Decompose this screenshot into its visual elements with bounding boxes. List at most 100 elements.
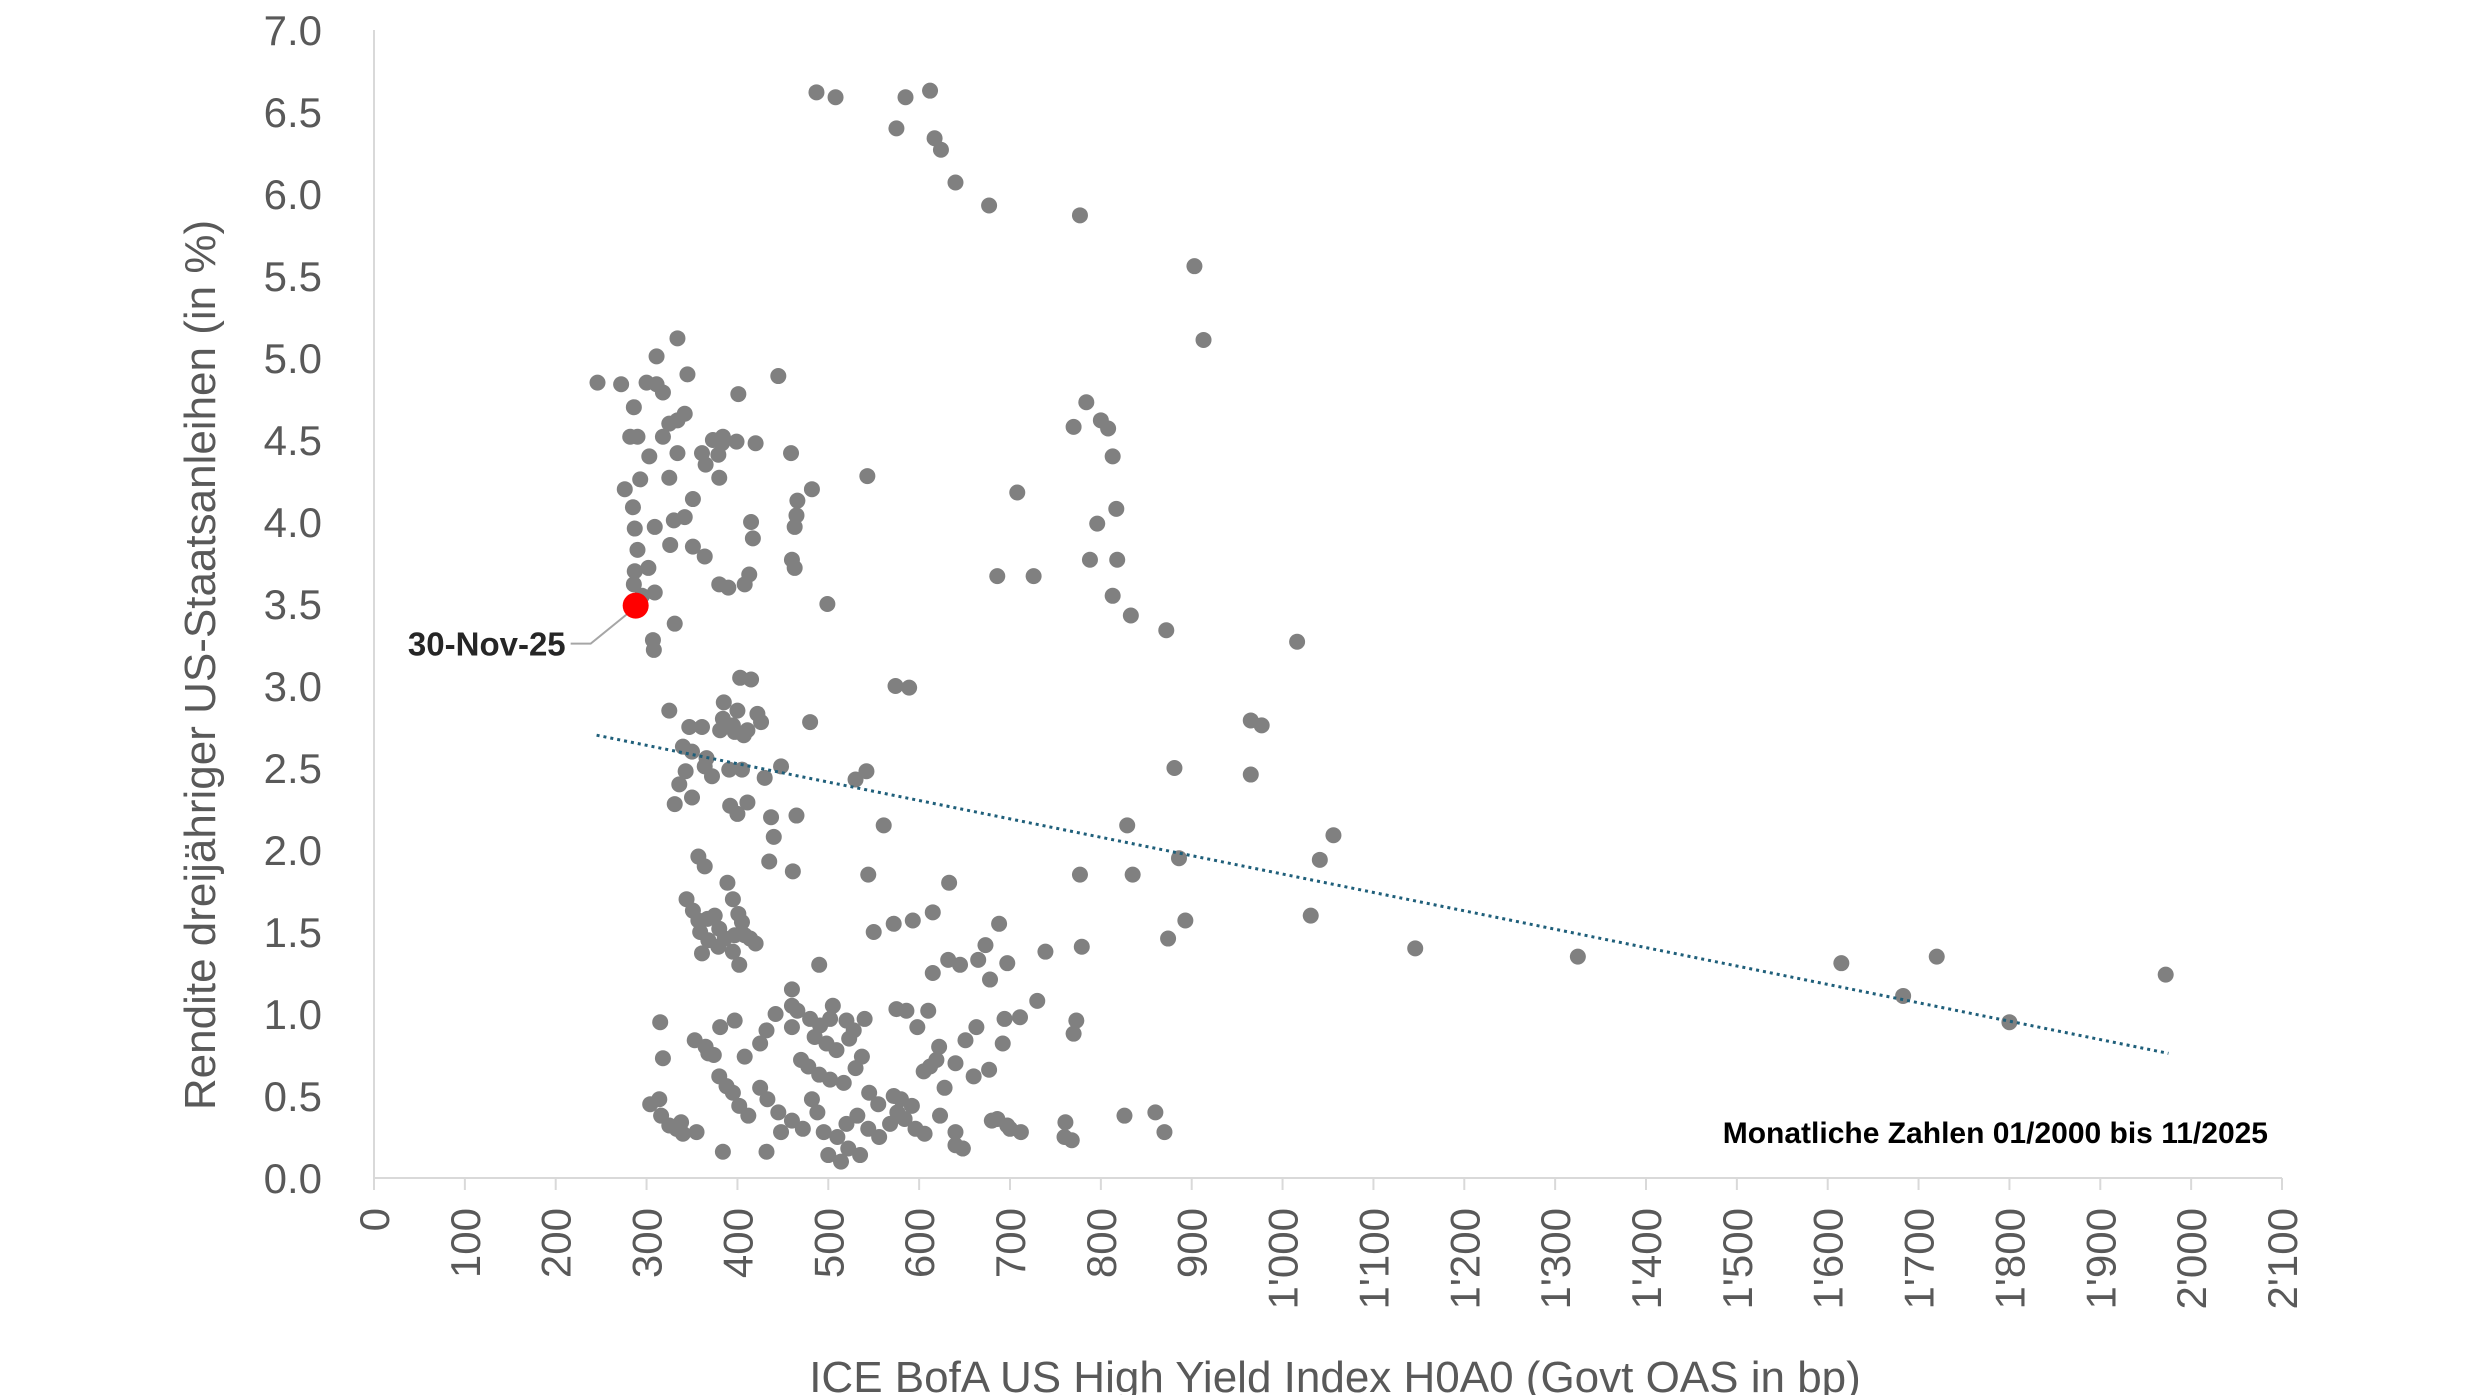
data-point <box>625 576 642 593</box>
data-point <box>981 197 998 214</box>
data-point <box>770 368 787 385</box>
x-tick-label: 1'600 <box>1805 1208 1852 1309</box>
data-point <box>613 376 630 393</box>
data-point <box>1325 827 1342 844</box>
data-point <box>858 763 875 780</box>
data-point <box>744 530 761 547</box>
data-point <box>822 1010 839 1027</box>
data-point <box>806 1028 823 1045</box>
y-tick-label: 5.0 <box>264 335 322 382</box>
data-point <box>898 1002 915 1019</box>
data-point <box>981 1061 998 1078</box>
data-point <box>696 548 713 565</box>
data-point <box>916 1125 933 1142</box>
data-point <box>1104 587 1121 604</box>
data-point <box>677 763 694 780</box>
data-point <box>684 491 701 508</box>
data-point <box>856 1010 873 1027</box>
data-point <box>1311 851 1328 868</box>
data-point <box>713 435 730 452</box>
data-point <box>758 1143 775 1160</box>
data-point <box>715 694 732 711</box>
data-point <box>679 366 696 383</box>
data-point <box>903 1097 920 1114</box>
data-point <box>728 433 745 450</box>
data-point <box>1057 1114 1074 1131</box>
data-point <box>1116 1107 1133 1124</box>
data-point <box>729 702 746 719</box>
data-point <box>853 1048 870 1065</box>
data-point <box>684 538 701 555</box>
highlight-point <box>622 592 649 619</box>
data-point <box>763 809 780 826</box>
data-point <box>765 828 782 845</box>
data-point <box>743 514 760 530</box>
data-point <box>1081 551 1098 568</box>
highlight-layer: 30-Nov-25 <box>408 592 649 663</box>
y-tick-label: 3.0 <box>264 663 322 710</box>
data-point <box>747 435 764 452</box>
data-point <box>786 559 803 576</box>
data-point <box>1302 907 1319 924</box>
x-tick-label: 2'000 <box>2168 1208 2215 1309</box>
data-point <box>1170 850 1187 867</box>
data-point <box>1928 948 1945 965</box>
data-point <box>803 481 820 498</box>
data-point <box>1009 484 1026 501</box>
data-point <box>786 518 803 535</box>
x-tick-label: 200 <box>533 1208 580 1278</box>
data-point <box>629 428 646 445</box>
data-point <box>887 678 904 694</box>
data-point <box>896 1110 913 1127</box>
data-point <box>681 719 698 735</box>
highlight-leader-line <box>570 612 629 645</box>
data-point <box>833 1153 850 1170</box>
data-point <box>1065 1025 1082 1042</box>
data-point <box>994 1035 1011 1052</box>
data-point <box>827 89 844 106</box>
data-point <box>1068 1012 1085 1029</box>
data-point <box>645 641 662 658</box>
data-point <box>1289 633 1306 650</box>
data-point <box>1056 1129 1073 1145</box>
data-point <box>802 714 819 731</box>
data-point <box>909 1019 926 1036</box>
y-axis-ticks: 0.0 0.5 1.0 1.5 2.0 2.5 3.0 3.5 4.0 4.5 5.0 5.5 6.0 6… <box>264 7 322 1202</box>
data-point <box>789 492 806 509</box>
x-tick-label: 1'300 <box>1532 1208 1579 1309</box>
data-point <box>870 1096 887 1113</box>
data-point <box>999 955 1016 972</box>
data-point <box>852 1147 869 1164</box>
data-point <box>1177 912 1194 929</box>
data-point <box>1147 1104 1164 1121</box>
data-point <box>626 563 643 580</box>
x-tick-label: 300 <box>624 1208 671 1278</box>
data-point <box>784 863 801 880</box>
x-tick-label: 600 <box>896 1208 943 1278</box>
data-period-note: Monatliche Zahlen 01/2000 bis 11/2025 <box>1723 1117 2268 1150</box>
data-point <box>726 1012 743 1029</box>
data-point <box>1025 568 1042 585</box>
data-point <box>1160 930 1177 947</box>
data-point <box>1195 331 1212 348</box>
x-tick-label: 1'200 <box>1441 1208 1488 1309</box>
data-point <box>767 1006 784 1022</box>
data-point <box>712 722 729 739</box>
data-point <box>646 584 663 601</box>
data-point <box>697 456 714 473</box>
data-point <box>924 965 941 981</box>
y-tick-label: 2.5 <box>264 745 322 792</box>
data-point <box>648 348 665 365</box>
data-point <box>783 981 800 998</box>
data-point <box>629 541 646 558</box>
data-point <box>788 807 805 824</box>
data-point <box>589 374 606 391</box>
data-point <box>1186 258 1203 275</box>
data-point <box>625 399 642 416</box>
x-axis-title: ICE BofA US High Yield Index H0A0 (Govt … <box>809 1353 1861 1395</box>
data-point <box>693 945 710 962</box>
data-point <box>758 1022 775 1039</box>
data-point <box>838 1115 855 1132</box>
data-point <box>2001 1014 2018 1031</box>
data-point <box>741 566 758 583</box>
